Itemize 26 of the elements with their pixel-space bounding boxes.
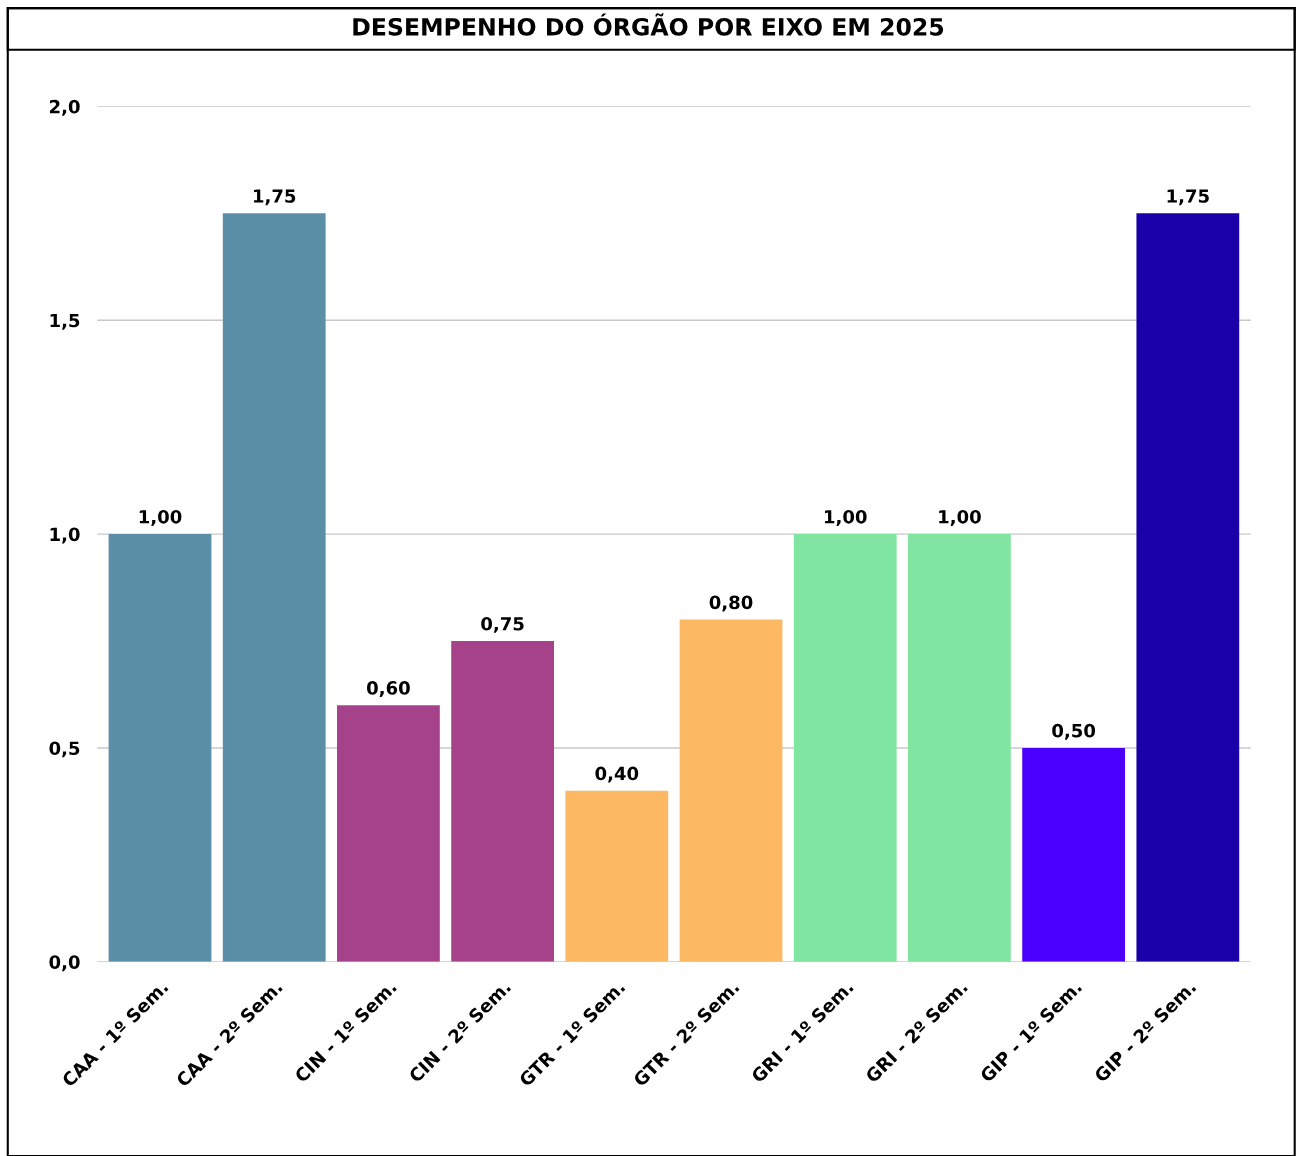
data-label: 1,00	[939, 509, 981, 526]
chart-title: DESEMPENHO DO ÓRGÃO POR EIXO EM 2025	[353, 13, 944, 36]
bar	[337, 705, 440, 962]
y-tick-label: 0,0	[49, 955, 80, 972]
bar	[1136, 213, 1240, 962]
y-tick-label: 1,0	[50, 527, 80, 544]
data-label: 1,00	[824, 509, 867, 526]
data-label: 0,80	[709, 595, 753, 612]
data-label: 0,75	[481, 616, 524, 633]
data-label: 0,60	[367, 681, 410, 698]
bar	[908, 534, 1011, 962]
y-tick-label: 1,5	[50, 313, 80, 330]
y-tick-label: 2,0	[49, 99, 80, 116]
data-label: 0,50	[1052, 723, 1096, 740]
bar	[1022, 747, 1126, 962]
bar	[222, 213, 326, 962]
bar	[793, 534, 897, 962]
data-label: 1,00	[139, 509, 182, 526]
y-tick-label: 0,5	[49, 741, 80, 758]
bar	[679, 619, 783, 962]
bar	[565, 790, 669, 962]
data-label: 1,75	[1167, 189, 1209, 206]
bar	[108, 534, 212, 962]
data-label: 1,75	[253, 189, 296, 206]
data-label: 0,40	[595, 766, 639, 783]
bar	[451, 641, 555, 962]
